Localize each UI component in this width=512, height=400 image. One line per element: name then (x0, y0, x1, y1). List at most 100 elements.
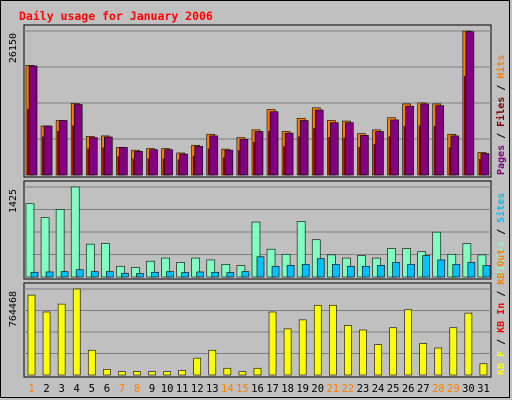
bar-visits (432, 231, 442, 278)
bar-visits (311, 239, 321, 278)
bar-kb (208, 349, 217, 376)
x-tick-label: 24 (372, 383, 385, 395)
y-max-label: 764468 (8, 291, 19, 327)
bar-sites (271, 265, 280, 278)
bar-kb (404, 309, 412, 376)
x-tick-label: 2 (43, 383, 49, 395)
bar-sites (211, 271, 220, 278)
bar-kb (328, 304, 337, 376)
bar-pages (435, 105, 445, 176)
bar-visits (55, 209, 65, 278)
bar-sites (452, 264, 461, 278)
bar-pages (314, 109, 324, 176)
bar-visits (161, 257, 170, 278)
bar-kb (464, 312, 473, 376)
x-tick-label: 15 (236, 383, 249, 395)
x-tick-label: 12 (191, 383, 204, 395)
legend-item: Files (495, 97, 507, 127)
bar-visits (462, 243, 472, 278)
panel-frame (23, 282, 492, 378)
bar-kb (193, 357, 202, 376)
bar-kb (449, 327, 458, 376)
bar-pages (179, 153, 188, 176)
bar-pages (58, 120, 68, 176)
bar-kb (434, 347, 443, 376)
x-tick-label: 3 (58, 383, 64, 395)
bar-sites (45, 271, 54, 278)
bar-files (42, 136, 45, 175)
bar-files (102, 147, 105, 175)
x-tick-label: 30 (462, 383, 475, 395)
bar-sites (256, 256, 265, 278)
bar-kb (253, 367, 262, 376)
bar-pages (119, 147, 128, 176)
x-tick-label: 26 (402, 383, 415, 395)
bar-visits (70, 186, 80, 278)
bar-pages (209, 135, 219, 176)
x-tick-label: 23 (357, 383, 370, 395)
bar-sites (166, 271, 174, 278)
legend: Pages / Files / Hits (495, 55, 507, 175)
bar-files (57, 130, 60, 175)
bar-pages (345, 122, 354, 176)
bar-kb (163, 371, 171, 376)
bar-files (207, 148, 210, 175)
bar-kb (133, 371, 141, 376)
bar-pages (28, 65, 38, 176)
bar-kb (223, 367, 232, 376)
bar-files (478, 159, 481, 175)
bar-files (162, 158, 165, 175)
bar-files (147, 158, 150, 175)
bar-kb (148, 371, 156, 376)
bar-files (388, 136, 391, 175)
bar-kb (27, 294, 36, 376)
bar-pages (164, 149, 173, 176)
bar-sites (75, 269, 84, 278)
x-tick-label: 11 (176, 383, 189, 395)
bar-visits (251, 221, 261, 278)
bar-sites (181, 272, 189, 278)
x-tick-label: 31 (477, 383, 490, 395)
bar-kb (72, 288, 81, 376)
bar-pages (480, 153, 490, 176)
bar-kb (344, 325, 352, 376)
bar-visits (131, 267, 140, 278)
legend-separator: / (496, 79, 507, 97)
bar-sites (331, 264, 340, 278)
bar-pages (284, 132, 294, 176)
bar-files (298, 136, 301, 175)
legend-text: Visits / Sites (495, 193, 507, 277)
bar-kb (238, 371, 247, 376)
bar-pages (149, 149, 158, 176)
bar-pages (299, 120, 309, 176)
x-tick-label: 20 (311, 383, 324, 395)
x-tick-label: 5 (89, 383, 95, 395)
legend: Visits / Sites (495, 193, 507, 277)
bar-pages (360, 135, 369, 176)
legend-item: Hits (495, 55, 507, 79)
bar-files (313, 128, 316, 175)
bar-visits (296, 221, 306, 278)
bar-pages (239, 138, 249, 176)
legend-text: KB F / KB In / KB Out (496, 249, 507, 375)
bar-sites (30, 271, 39, 278)
bar-kb (313, 304, 322, 376)
bar-visits (176, 262, 185, 278)
bar-kb (268, 311, 277, 376)
legend: KB F / KB In / KB Out (496, 249, 507, 375)
bar-kb (298, 319, 307, 376)
bar-kb (419, 343, 427, 376)
x-tick-label: 7 (119, 383, 125, 395)
bar-files (463, 75, 466, 175)
bar-pages (390, 119, 399, 176)
x-tick-label: 19 (296, 383, 309, 395)
x-tick-label: 27 (417, 383, 430, 395)
bar-visits (101, 243, 110, 278)
bar-visits (266, 248, 276, 278)
bar-files (27, 108, 29, 175)
bar-pages (224, 149, 234, 176)
bar-sites (482, 265, 491, 278)
x-tick-label: 18 (281, 383, 294, 395)
x-tick-label: 17 (266, 383, 279, 395)
x-axis-labels: 1 2 3 4 5 6 7 8 9 10 11 12 13 14 15 16 17 18 19 20 21 22 23 24 2… (28, 383, 489, 395)
